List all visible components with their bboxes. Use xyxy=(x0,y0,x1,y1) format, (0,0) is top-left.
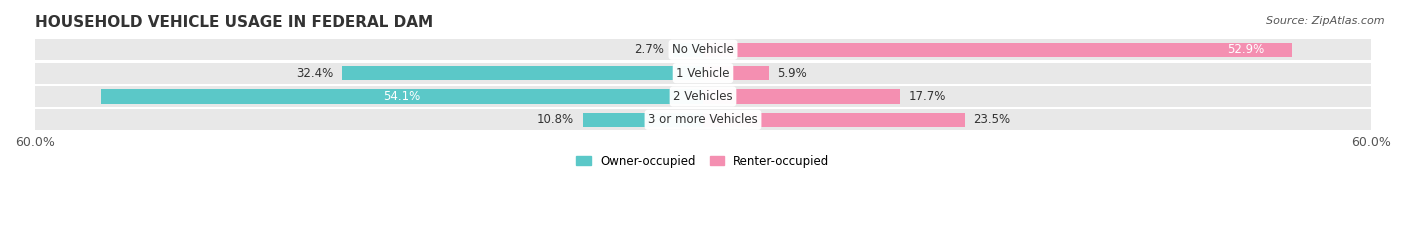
Text: 5.9%: 5.9% xyxy=(778,67,807,80)
Bar xyxy=(582,113,703,127)
Text: 3 or more Vehicles: 3 or more Vehicles xyxy=(648,113,758,126)
Bar xyxy=(703,66,769,80)
Text: 23.5%: 23.5% xyxy=(973,113,1011,126)
Legend: Owner-occupied, Renter-occupied: Owner-occupied, Renter-occupied xyxy=(576,155,830,168)
Text: 32.4%: 32.4% xyxy=(297,67,333,80)
Bar xyxy=(35,109,1371,130)
Text: 1 Vehicle: 1 Vehicle xyxy=(676,67,730,80)
Text: 2 Vehicles: 2 Vehicles xyxy=(673,90,733,103)
Bar xyxy=(673,43,703,57)
Bar xyxy=(703,89,900,104)
Bar xyxy=(35,86,1371,107)
Text: Source: ZipAtlas.com: Source: ZipAtlas.com xyxy=(1267,16,1385,26)
Text: 54.1%: 54.1% xyxy=(384,90,420,103)
Bar xyxy=(703,113,965,127)
Text: No Vehicle: No Vehicle xyxy=(672,43,734,56)
Bar xyxy=(101,89,703,104)
Bar xyxy=(35,63,1371,84)
Text: 2.7%: 2.7% xyxy=(634,43,664,56)
Bar xyxy=(703,43,1292,57)
Bar xyxy=(342,66,703,80)
Bar xyxy=(35,39,1371,60)
Text: HOUSEHOLD VEHICLE USAGE IN FEDERAL DAM: HOUSEHOLD VEHICLE USAGE IN FEDERAL DAM xyxy=(35,15,433,30)
Text: 52.9%: 52.9% xyxy=(1227,43,1264,56)
Text: 10.8%: 10.8% xyxy=(537,113,574,126)
Text: 17.7%: 17.7% xyxy=(910,90,946,103)
